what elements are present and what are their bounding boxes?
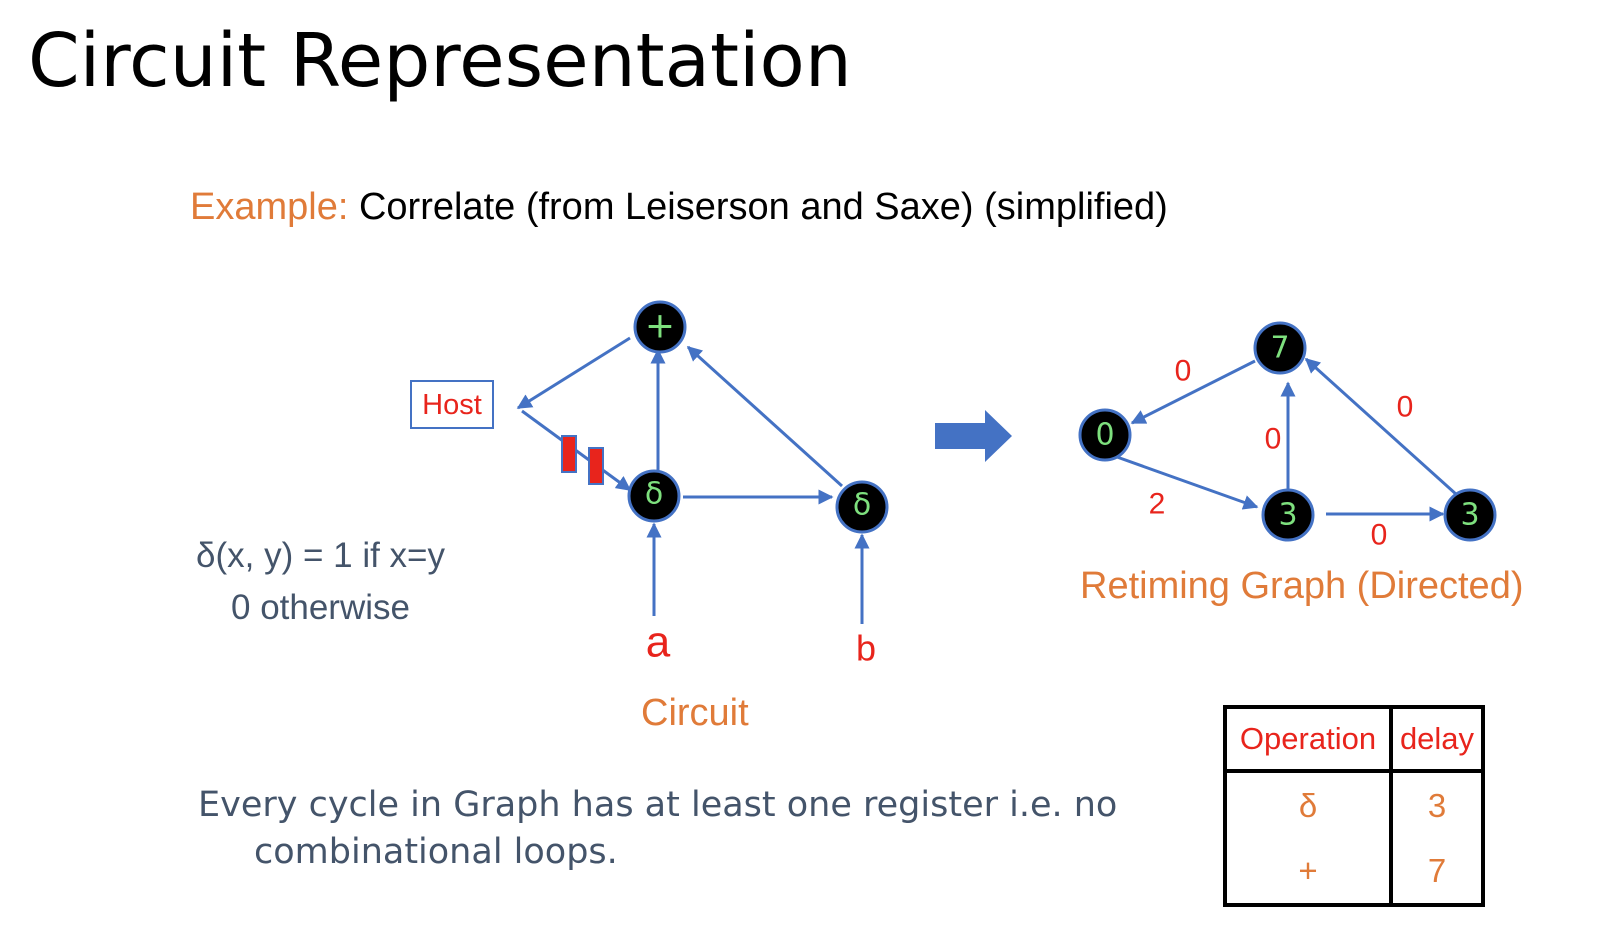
rg-node-host-label: 0 xyxy=(1095,418,1114,453)
rg-edge-delta2-to-plus xyxy=(1304,357,1459,497)
table-row: + 7 xyxy=(1223,838,1485,907)
delta-node-2-label: δ xyxy=(853,488,871,523)
rg-edge-host-to-delta1 xyxy=(1116,455,1259,510)
edge-delta2-to-plus xyxy=(686,345,844,488)
cycle-note-line2: combinational loops. xyxy=(254,832,618,872)
page-title: Circuit Representation xyxy=(28,18,852,104)
table-cell-operation: + xyxy=(1223,838,1393,907)
example-text: Correlate (from Leiserson and Saxe) (sim… xyxy=(358,186,1168,228)
cycle-note: Every cycle in Graph has at least one re… xyxy=(198,782,1117,876)
register-2 xyxy=(588,447,604,485)
cycle-note-line1: Every cycle in Graph has at least one re… xyxy=(198,785,1118,825)
table-header-operation: Operation xyxy=(1223,705,1393,773)
circuit-graph: Host + δ δ a b xyxy=(410,300,889,669)
transform-arrow xyxy=(935,410,1012,462)
delta-node-1-label: δ xyxy=(645,477,663,512)
edge-plus-to-host xyxy=(516,336,631,410)
rg-weight-delta2-to-plus: 0 xyxy=(1397,391,1414,424)
delta-node-2 xyxy=(835,480,889,534)
host-box xyxy=(410,380,494,429)
table-cell-delay: 7 xyxy=(1389,838,1485,907)
example-heading: Example: Correlate (from Leiserson and S… xyxy=(190,186,1168,229)
rg-node-plus xyxy=(1253,321,1307,375)
rg-node-delta2 xyxy=(1443,488,1497,542)
table-cell-delay: 3 xyxy=(1389,771,1485,838)
plus-node xyxy=(633,300,687,354)
operation-delay-table: Operation delay δ 3 + 7 xyxy=(1223,705,1485,907)
rg-node-host xyxy=(1078,408,1132,462)
rg-node-plus-label: 7 xyxy=(1270,331,1289,366)
register-1 xyxy=(561,435,577,473)
rg-weight-host-to-delta1: 2 xyxy=(1149,488,1166,521)
host-label: Host xyxy=(422,389,482,421)
rg-node-delta1-label: 3 xyxy=(1278,498,1297,533)
table-row: δ 3 xyxy=(1223,771,1485,838)
table-cell-operation: δ xyxy=(1223,771,1393,838)
rg-weight-plus-to-host: 0 xyxy=(1175,355,1192,388)
rg-weight-delta1-to-delta2: 0 xyxy=(1371,519,1388,552)
retiming-graph: 7 0 3 3 0 2 0 0 0 xyxy=(1078,321,1497,552)
circuit-caption: Circuit xyxy=(641,692,749,734)
input-b-label: b xyxy=(856,628,876,669)
delta-definition: δ(x, y) = 1 if x=y 0 otherwise xyxy=(196,530,445,634)
example-label: Example: xyxy=(190,186,349,228)
table-header-delay: delay xyxy=(1389,705,1485,773)
delta-definition-line1: δ(x, y) = 1 if x=y xyxy=(196,536,445,575)
delta-node-1 xyxy=(627,469,681,523)
rg-edge-plus-to-host xyxy=(1130,359,1256,425)
rg-weight-delta1-to-plus: 0 xyxy=(1265,423,1282,456)
table-header-row: Operation delay xyxy=(1223,705,1485,773)
plus-node-label: + xyxy=(645,306,675,347)
retiming-graph-caption: Retiming Graph (Directed) xyxy=(1080,565,1524,607)
delta-definition-line2: 0 otherwise xyxy=(231,588,410,627)
rg-node-delta1 xyxy=(1261,488,1315,542)
input-a-label: a xyxy=(646,618,671,667)
rg-node-delta2-label: 3 xyxy=(1460,498,1479,533)
